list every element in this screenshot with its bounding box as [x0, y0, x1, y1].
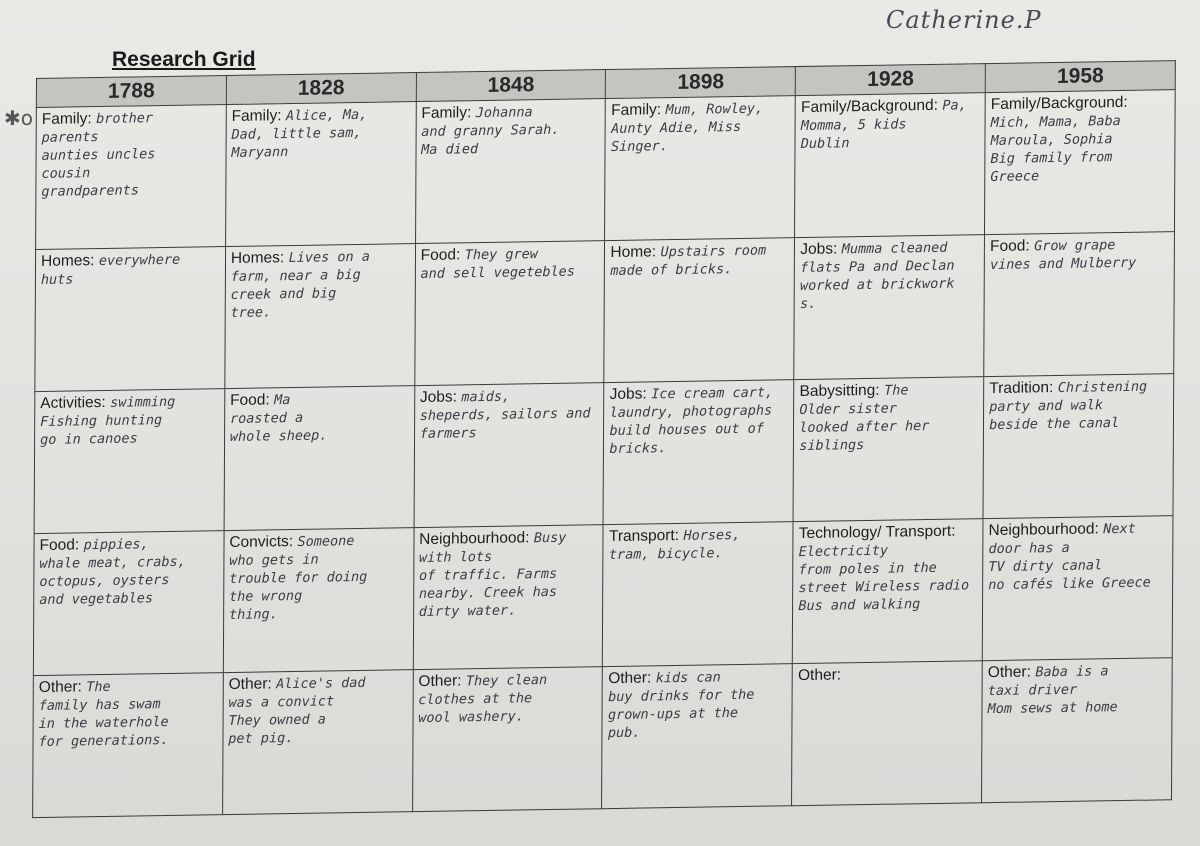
year-header: 1848: [415, 69, 606, 102]
cell-label: Technology/ Transport:: [798, 522, 956, 543]
cell-label: Family:: [421, 104, 472, 122]
grid-cell: Other:: [791, 660, 983, 806]
grid-cell: Jobs: Ice cream cart, laundry, photograp…: [603, 379, 795, 525]
cell-label: Home:: [610, 243, 657, 262]
page-title: Research Grid: [112, 48, 256, 71]
cell-label: Neighbourhood:: [419, 529, 530, 549]
cell-label: Family:: [611, 101, 662, 119]
year-header: 1898: [605, 66, 796, 99]
cell-label: Family/Background:: [800, 96, 939, 116]
grid-cell: Other: The family has swam in the waterh…: [32, 672, 224, 818]
grid-cell: Jobs: maids, sheperds, sailors and farme…: [413, 382, 605, 528]
grid-cell: Jobs: Mumma cleaned flats Pa and Declan …: [794, 234, 985, 380]
handwritten-entry: Electricity from poles in the street Wir…: [798, 542, 970, 615]
grid-cell: Tradition: Christening party and walk be…: [983, 373, 1174, 519]
cell-label: Other:: [608, 669, 652, 688]
grid-cell: Neighbourhood: Next door has a TV dirty …: [982, 515, 1173, 661]
grid-cell: Technology/ Transport: Electricity from …: [792, 518, 984, 664]
research-grid-table: 1788 1828 1848 1898 1928 1958 Family: br…: [32, 60, 1176, 818]
grid-cell: Other: Alice's dad was a convict They ow…: [222, 669, 413, 815]
grid-cell: Transport: Horses, tram, bicycle.: [602, 521, 794, 667]
grid-cell: Food: pippies, whale meat, crabs, octopu…: [33, 530, 224, 676]
cell-label: Jobs:: [609, 385, 647, 404]
grid-row: Food: pippies, whale meat, crabs, octopu…: [33, 515, 1173, 676]
cell-label: Jobs:: [419, 388, 458, 407]
cell-label: Family:: [41, 110, 92, 128]
grid-row: Other: The family has swam in the waterh…: [32, 657, 1173, 818]
grid-cell: Family: brother parents aunties uncles c…: [35, 104, 227, 250]
cell-label: Tradition:: [989, 379, 1054, 398]
grid-cell: Other: kids can buy drinks for the grown…: [602, 663, 793, 809]
grid-cell: Family: Johanna and granny Sarah. Ma die…: [415, 98, 606, 244]
grid-cell: Activities: swimming Fishing hunting go …: [34, 388, 225, 534]
cell-label: Family/Background:: [990, 93, 1128, 114]
year-header: 1828: [226, 72, 417, 105]
grid-cell: Home: Upstairs room made of bricks.: [604, 237, 795, 383]
handwritten-entry: Mich, Mama, Baba Maroula, Sophia Big fam…: [990, 112, 1121, 186]
grid-cell: Other: Baba is a taxi driver Mom sews at…: [981, 657, 1173, 803]
year-header: 1958: [985, 60, 1176, 93]
cell-label: Activities:: [40, 393, 106, 412]
cell-label: Homes:: [40, 252, 95, 270]
grid-row: Family: brother parents aunties uncles c…: [35, 89, 1176, 250]
cell-label: Food:: [990, 237, 1030, 256]
grid-cell: Homes: Lives on a farm, near a big creek…: [224, 243, 416, 389]
cell-label: Convicts:: [229, 533, 294, 552]
grid-cell: Homes: everywhere huts: [34, 246, 226, 392]
cell-label: Homes:: [230, 249, 285, 267]
grid-cell: Convicts: Someone who gets in trouble fo…: [223, 527, 414, 673]
year-header: 1788: [36, 75, 227, 108]
research-grid: 1788 1828 1848 1898 1928 1958 Family: br…: [32, 60, 1200, 829]
grid-cell: Family: Alice, Ma, Dad, little sam, Mary…: [225, 101, 416, 247]
grid-cell: Food: Grow grape vines and Mulberry: [983, 231, 1175, 377]
student-name: Catherine.P: [886, 6, 1042, 34]
cell-label: Other:: [797, 666, 842, 685]
grid-row: Activities: swimming Fishing hunting go …: [34, 373, 1174, 534]
cell-label: Neighbourhood:: [988, 520, 1099, 540]
grid-cell: Family/Background: Mich, Mama, Baba Maro…: [984, 89, 1176, 235]
cell-label: Babysitting:: [799, 381, 880, 401]
grid-cell: Food: They grew and sell vegetebles: [414, 240, 606, 386]
grid-cell: Babysitting: The Older sister looked aft…: [793, 376, 984, 522]
grid-row: Homes: everywhere huts Homes: Lives on a …: [34, 231, 1175, 392]
grid-cell: Other: They clean clothes at the wool wa…: [412, 666, 603, 812]
cell-label: Other:: [228, 675, 272, 694]
cell-label: Family:: [231, 107, 282, 125]
cell-label: Food:: [420, 246, 461, 264]
grid-cell: Family/Background: Pa, Momma, 5 kids Dub…: [794, 92, 986, 238]
cell-label: Food:: [39, 536, 80, 555]
cell-label: Transport:: [608, 526, 680, 546]
grid-cell: Food: Ma roasted a whole sheep.: [223, 385, 415, 531]
year-header: 1928: [795, 63, 986, 96]
cell-label: Jobs:: [800, 240, 838, 259]
margin-mark: ✱o: [4, 106, 33, 130]
cell-label: Other:: [38, 678, 82, 697]
cell-label: Other:: [987, 663, 1031, 682]
grid-cell: Neighbourhood: Busy with lots of traffic…: [412, 524, 604, 670]
cell-label: Food:: [230, 391, 270, 409]
grid-cell: Family: Mum, Rowley, Aunty Adie, Miss Si…: [605, 95, 796, 241]
cell-label: Other:: [418, 672, 462, 691]
